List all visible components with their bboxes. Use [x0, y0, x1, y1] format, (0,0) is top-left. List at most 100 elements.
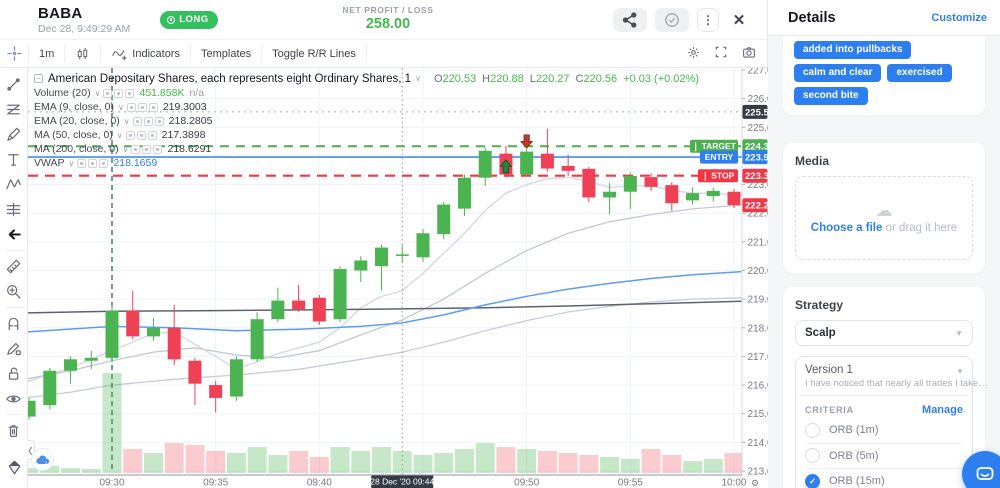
tool-magnet-icon[interactable] — [2, 311, 26, 336]
interval-select[interactable]: 1m — [39, 47, 55, 60]
approve-button[interactable] — [655, 7, 689, 32]
candle — [540, 153, 554, 169]
tag-pill[interactable]: calm and clear — [794, 64, 882, 82]
chat-widget-button[interactable] — [962, 451, 1000, 488]
svg-text:ENTRY: ENTRY — [705, 152, 734, 162]
candle — [229, 359, 243, 397]
details-title: Details — [788, 9, 836, 26]
crosshair-tool[interactable] — [0, 40, 28, 68]
gear-icon[interactable] — [142, 144, 152, 154]
check-circle-icon — [665, 12, 679, 27]
gear-icon[interactable] — [143, 116, 153, 126]
candle — [395, 254, 409, 256]
cloud-sync-badge[interactable] — [31, 448, 54, 471]
indicator-actions — [77, 158, 109, 168]
strategy-select[interactable]: Scalp ▼ — [795, 320, 973, 346]
tool-zoom-in-icon[interactable] — [2, 279, 26, 304]
gear-icon[interactable] — [136, 130, 146, 140]
eye-icon[interactable] — [131, 144, 141, 154]
close-icon[interactable] — [148, 102, 158, 112]
toggle-rr-lines-button[interactable]: Toggle R/R Lines — [272, 47, 356, 60]
candle — [582, 168, 596, 198]
criteria-row[interactable]: ✓ ORB (15m) — [805, 469, 963, 488]
tool-arrow-icon[interactable] — [2, 222, 26, 247]
eye-icon[interactable] — [126, 102, 136, 112]
snapshot-button[interactable] — [741, 45, 757, 63]
tool-fib-retracement-icon[interactable] — [2, 97, 26, 122]
crosshair-time-tooltip — [371, 475, 434, 488]
criteria-row[interactable]: ORB (5m) — [805, 444, 963, 469]
eye-icon[interactable] — [77, 158, 87, 168]
indicator-actions — [131, 144, 163, 154]
close-icon[interactable] — [147, 130, 157, 140]
checkbox-checked[interactable]: ✓ — [805, 473, 820, 488]
criteria-row[interactable]: ORB (1m) — [805, 418, 963, 444]
gear-icon[interactable] — [137, 102, 147, 112]
close-icon[interactable] — [125, 88, 135, 98]
kebab-icon: ⋮ — [702, 12, 714, 27]
media-dropzone[interactable]: ☁ Choose a file or drag it here — [795, 176, 973, 260]
svg-text:225.00: 225.00 — [748, 123, 769, 134]
more-options-button[interactable]: ⋮ — [697, 7, 719, 32]
strategy-card: Strategy Scalp ▼ Version 1 I have notice… — [783, 287, 990, 488]
tool-text-icon[interactable] — [2, 147, 26, 172]
close-icon[interactable] — [154, 116, 164, 126]
share-button[interactable] — [613, 7, 647, 32]
fullscreen-button[interactable] — [714, 45, 728, 62]
eye-icon[interactable] — [103, 88, 113, 98]
gear-icon[interactable] — [88, 158, 98, 168]
vwap-line — [28, 270, 747, 333]
candle — [333, 269, 347, 320]
svg-text:213.00: 213.00 — [748, 467, 769, 478]
tool-edit-icon[interactable] — [2, 336, 26, 361]
tag-pill[interactable]: second bite — [794, 87, 868, 105]
ema20-line — [28, 203, 747, 380]
indicators-button[interactable]: Indicators — [101, 40, 190, 68]
templates-button[interactable]: Templates — [200, 47, 252, 60]
trade-datetime: Dec 28, 9:49:29 AM — [38, 22, 131, 35]
checkbox-unchecked[interactable] — [805, 422, 820, 438]
close-icon[interactable] — [153, 144, 163, 154]
svg-text:218.00: 218.00 — [748, 323, 769, 334]
tool-trash-icon[interactable] — [2, 418, 26, 443]
tool-long-position-icon[interactable] — [2, 197, 26, 222]
candlestick-chart[interactable]: 227.00 226.00 225.00 223.00 222.00 221.00 220.… — [28, 68, 768, 488]
tag-pill[interactable]: added into pullbacks — [794, 41, 912, 59]
tool-xabcd-pattern-icon[interactable] — [2, 172, 26, 197]
symbol-title: BABA — [38, 4, 83, 22]
chart-canvas-area[interactable]: 227.00 226.00 225.00 223.00 222.00 221.00 220.… — [27, 68, 768, 488]
choose-file-link[interactable]: Choose a file — [810, 222, 883, 234]
gear-icon — [688, 46, 699, 58]
chevron-down-icon: ▼ — [956, 367, 964, 376]
strategy-version-box: Version 1 I have noticed that nearly all… — [795, 356, 990, 488]
tool-lock-icon[interactable] — [2, 361, 26, 386]
tag-pill[interactable]: exercised — [887, 64, 952, 82]
eye-icon[interactable] — [125, 130, 135, 140]
tool-object-tree-icon[interactable] — [2, 455, 26, 480]
svg-text:223.96: 223.96 — [745, 153, 768, 164]
chart-style-select[interactable] — [65, 40, 100, 68]
chart-settings-button[interactable] — [686, 45, 701, 63]
gear-icon[interactable] — [114, 88, 124, 98]
close-button[interactable]: ✕ — [727, 8, 751, 32]
tool-trend-line-icon[interactable] — [2, 72, 26, 97]
svg-text:09:35: 09:35 — [203, 478, 228, 488]
candle — [43, 370, 57, 406]
checkbox-unchecked[interactable] — [805, 448, 820, 464]
close-icon[interactable] — [99, 158, 109, 168]
tool-measure-icon[interactable] — [2, 254, 26, 279]
svg-text:224.34: 224.34 — [745, 142, 768, 153]
share-icon — [622, 11, 637, 28]
customize-link[interactable]: Customize — [931, 11, 987, 24]
version-select[interactable]: Version 1 I have noticed that nearly all… — [796, 357, 990, 396]
eye-icon[interactable] — [132, 116, 142, 126]
price-axis[interactable] — [742, 68, 768, 488]
chevron-down-icon: ▼ — [955, 328, 963, 338]
criteria-option-label: ORB (5m) — [829, 449, 879, 462]
candle — [416, 233, 430, 258]
tool-eye-icon[interactable] — [2, 386, 26, 411]
manage-criteria-link[interactable]: Manage — [922, 404, 963, 416]
candles — [28, 128, 741, 420]
tool-brush-icon[interactable] — [2, 122, 26, 147]
